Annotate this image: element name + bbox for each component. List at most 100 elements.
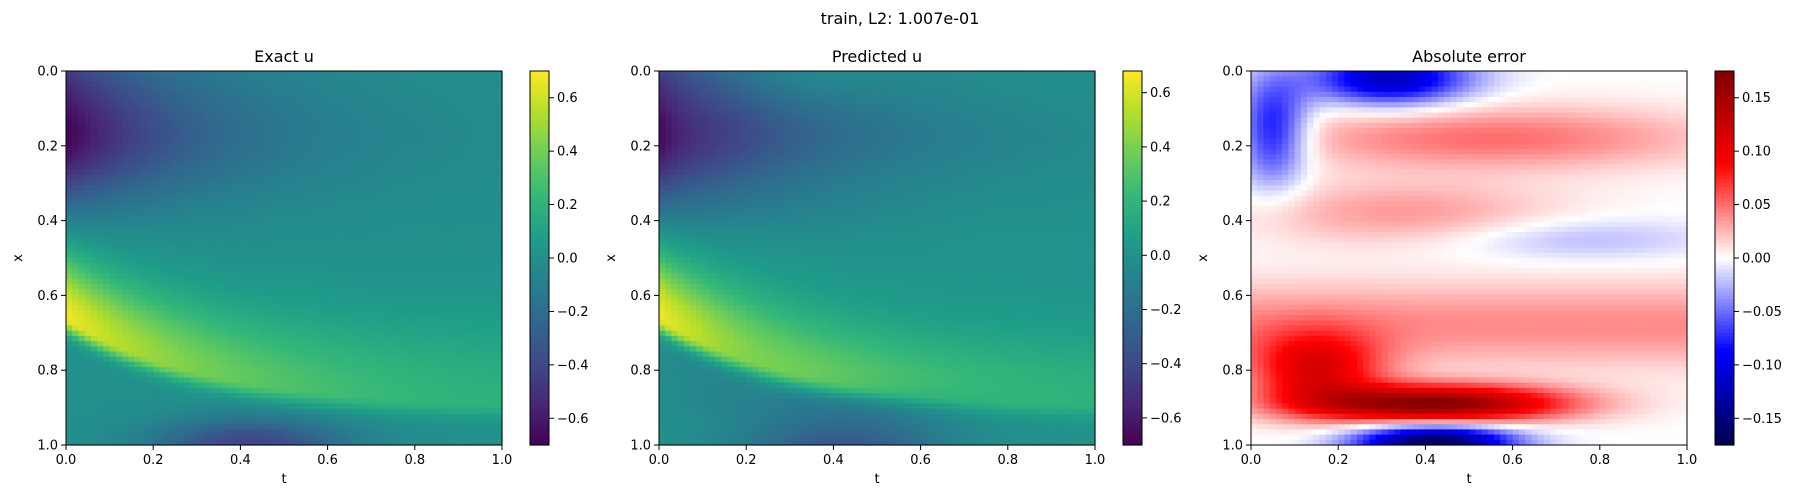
heatmap-cell — [364, 258, 372, 264]
heatmap-cell — [433, 174, 441, 181]
heatmap-cell — [377, 320, 385, 327]
heatmap-cell — [190, 159, 198, 166]
heatmap-cell — [439, 341, 447, 347]
heatmap-cell — [358, 154, 366, 160]
heatmap-cell — [252, 341, 260, 347]
heatmap-cell — [352, 408, 360, 415]
heatmap-cell — [265, 351, 273, 358]
heatmap-cell — [302, 164, 310, 171]
heatmap-cell — [290, 413, 298, 420]
heatmap-cell — [109, 76, 117, 82]
heatmap-cell — [90, 76, 98, 82]
heatmap-cell — [452, 169, 459, 176]
heatmap-cell — [265, 408, 273, 415]
heatmap-cell — [315, 154, 322, 160]
heatmap-cell — [259, 330, 266, 337]
heatmap-cell — [72, 247, 80, 254]
heatmap-cell — [178, 190, 185, 197]
heatmap-cell — [146, 148, 154, 155]
heatmap-cell — [408, 413, 416, 420]
heatmap-cell — [333, 346, 341, 353]
heatmap-cell — [277, 335, 285, 342]
heatmap-cell — [165, 403, 173, 410]
heatmap-cell — [259, 174, 266, 181]
heatmap-cell — [284, 242, 291, 249]
heatmap-cell — [414, 200, 422, 207]
heatmap-cell — [153, 164, 161, 171]
heatmap-cell — [358, 434, 366, 441]
heatmap-cell — [452, 102, 459, 108]
heatmap-cell — [66, 232, 73, 238]
heatmap-cell — [327, 377, 335, 384]
heatmap-cell — [190, 341, 198, 347]
heatmap-cell — [265, 96, 273, 103]
heatmap-cell — [271, 403, 279, 410]
heatmap-cell — [414, 247, 422, 254]
heatmap-cell — [408, 309, 416, 316]
heatmap-cell — [246, 258, 254, 264]
heatmap-cell — [215, 71, 223, 77]
heatmap-cell — [171, 382, 179, 389]
heatmap-cell — [483, 294, 491, 301]
heatmap-cell — [159, 299, 167, 306]
heatmap-cell — [439, 148, 447, 155]
heatmap-cell — [215, 361, 223, 368]
heatmap-cell — [371, 356, 379, 363]
heatmap-cell — [72, 180, 80, 186]
heatmap-cell — [103, 434, 111, 441]
heatmap-cell — [66, 200, 73, 207]
heatmap-cell — [265, 148, 273, 155]
heatmap-cell — [234, 382, 241, 389]
heatmap-cell — [234, 372, 241, 379]
heatmap-cell — [358, 96, 366, 103]
heatmap-cell — [234, 174, 241, 181]
heatmap-cell — [234, 273, 241, 280]
heatmap-cell — [346, 361, 354, 368]
heatmap-cell — [358, 226, 366, 233]
heatmap-cell — [495, 252, 503, 259]
heatmap-cell — [146, 387, 154, 394]
heatmap-cell — [240, 361, 248, 368]
heatmap-cell — [128, 148, 136, 155]
heatmap-cell — [333, 258, 341, 264]
heatmap-cell — [483, 387, 491, 394]
heatmap-cell — [414, 351, 422, 358]
heatmap-cell — [414, 309, 422, 316]
heatmap-cell — [90, 372, 98, 379]
heatmap-cell — [265, 346, 273, 353]
heatmap-cell — [90, 133, 98, 140]
heatmap-cell — [427, 419, 435, 425]
heatmap-cell — [72, 372, 80, 379]
heatmap-cell — [371, 268, 379, 275]
heatmap-cell — [115, 346, 123, 353]
heatmap-cell — [109, 242, 117, 249]
heatmap-cell — [464, 76, 472, 82]
heatmap-cell — [153, 382, 161, 389]
heatmap-cell — [445, 273, 453, 280]
heatmap-cell — [221, 341, 229, 347]
heatmap-cell — [396, 211, 403, 218]
heatmap-cell — [227, 221, 235, 228]
heatmap-cell — [427, 403, 435, 410]
heatmap-cell — [352, 159, 360, 166]
heatmap-cell — [458, 320, 466, 327]
heatmap-cell — [445, 91, 453, 98]
heatmap-cell — [427, 102, 435, 108]
heatmap-cell — [284, 263, 291, 269]
heatmap-cell — [464, 190, 472, 197]
heatmap-cell — [78, 133, 86, 140]
heatmap-cell — [396, 164, 403, 171]
heatmap-cell — [284, 424, 291, 431]
heatmap-cell — [389, 403, 397, 410]
heatmap-cell — [383, 294, 391, 301]
heatmap-cell — [439, 424, 447, 431]
heatmap-cell — [458, 434, 466, 441]
heatmap-cell — [221, 211, 229, 218]
heatmap-cell — [358, 200, 366, 207]
heatmap-cell — [171, 252, 179, 259]
heatmap-cell — [252, 128, 260, 134]
heatmap-cell — [284, 408, 291, 415]
heatmap-cell — [340, 377, 347, 384]
heatmap-cell — [140, 299, 148, 306]
heatmap-cell — [427, 107, 435, 114]
